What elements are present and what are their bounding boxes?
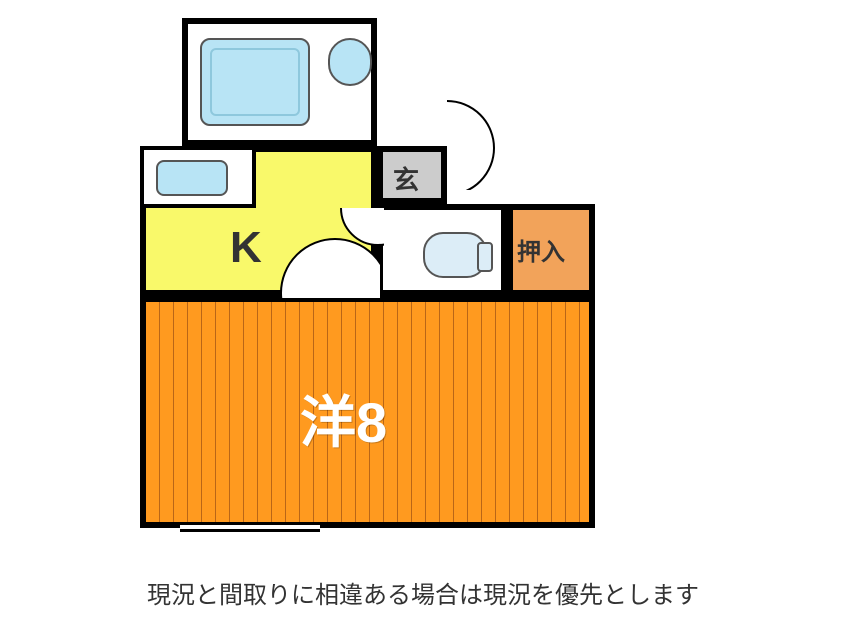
wash-sink-icon	[156, 160, 228, 196]
bathtub-icon	[200, 38, 310, 126]
toilet-bowl-icon	[423, 232, 487, 278]
closet-room	[507, 204, 595, 296]
south-window	[180, 522, 320, 532]
washroom	[140, 146, 256, 208]
bath-faucet-icon	[328, 38, 372, 86]
entry-room	[377, 146, 447, 204]
toilet-door-arc	[340, 208, 384, 278]
wood-flooring	[146, 302, 589, 522]
bath-room	[182, 18, 377, 146]
entry-door-arc	[447, 100, 537, 190]
toilet-room	[377, 204, 507, 296]
floorplan-canvas: K 玄 押入 洋8	[140, 18, 700, 528]
western-room	[140, 296, 595, 528]
disclaimer-caption: 現況と間取りに相違ある場合は現況を優先とします	[0, 575, 846, 610]
